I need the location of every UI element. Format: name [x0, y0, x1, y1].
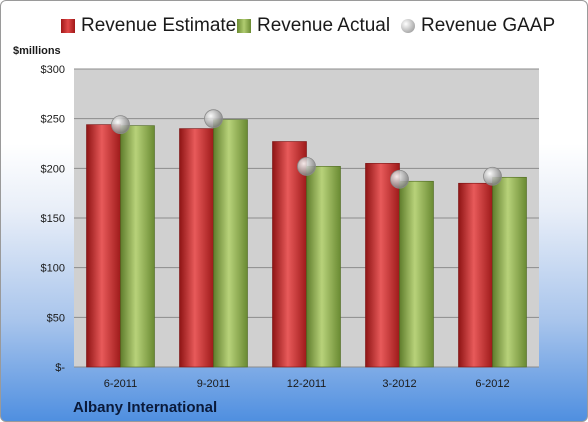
- bar-revenue-actual: [120, 125, 155, 368]
- bar-revenue-estimate: [179, 128, 214, 368]
- legend-item-revenue-actual: Revenue Actual: [237, 15, 390, 37]
- marker-revenue-gaap: [204, 109, 223, 129]
- x-tick-label: 3-2012: [382, 378, 416, 390]
- marker-revenue-gaap: [297, 156, 316, 176]
- y-axis-unit-label: $millions: [13, 45, 61, 57]
- marker-revenue-gaap: [483, 166, 502, 186]
- y-tick-label: $50: [47, 312, 65, 324]
- y-tick-label: $300: [41, 64, 65, 76]
- y-tick-label: $250: [41, 114, 65, 126]
- bar-revenue-actual: [492, 176, 527, 368]
- marker-revenue-gaap: [111, 115, 130, 135]
- legend-label-estimate: Revenue Estimate: [81, 15, 237, 36]
- y-tick-label: $150: [41, 213, 65, 225]
- company-name: Albany International: [73, 399, 218, 416]
- bar-revenue-estimate: [365, 163, 400, 368]
- bar-revenue-actual: [399, 180, 434, 368]
- legend-swatch-actual: [237, 19, 251, 33]
- legend-swatch-estimate: [61, 19, 75, 33]
- legend-label-actual: Revenue Actual: [257, 15, 391, 36]
- x-axis-ticks: 6-2011 9-2011 12-2011 3-2012 6-2012: [104, 378, 510, 390]
- legend-swatch-gaap: [401, 19, 415, 33]
- y-tick-label: $200: [41, 163, 65, 175]
- marker-revenue-gaap: [390, 169, 409, 189]
- bar-revenue-estimate: [458, 182, 493, 368]
- legend-item-revenue-estimate: Revenue Estimate: [61, 15, 236, 37]
- bar-revenue-actual: [306, 166, 341, 368]
- y-axis-ticks: $- $50 $100 $150 $200 $250 $300: [41, 64, 66, 374]
- y-tick-label: $-: [55, 362, 65, 374]
- bar-revenue-actual: [213, 119, 248, 368]
- x-tick-label: 6-2012: [475, 378, 509, 390]
- legend-label-gaap: Revenue GAAP: [421, 15, 556, 36]
- gaap-markers: [111, 109, 502, 189]
- bar-revenue-estimate: [86, 124, 121, 368]
- x-tick-label: 12-2011: [287, 378, 327, 390]
- bar-revenue-estimate: [272, 141, 307, 368]
- bars: [86, 119, 527, 368]
- legend: Revenue Estimate Revenue Actual Revenue …: [1, 15, 587, 45]
- x-tick-label: 6-2011: [104, 378, 137, 390]
- x-tick-label: 9-2011: [197, 378, 230, 390]
- legend-item-revenue-gaap: Revenue GAAP: [401, 15, 555, 37]
- y-tick-label: $100: [41, 263, 65, 275]
